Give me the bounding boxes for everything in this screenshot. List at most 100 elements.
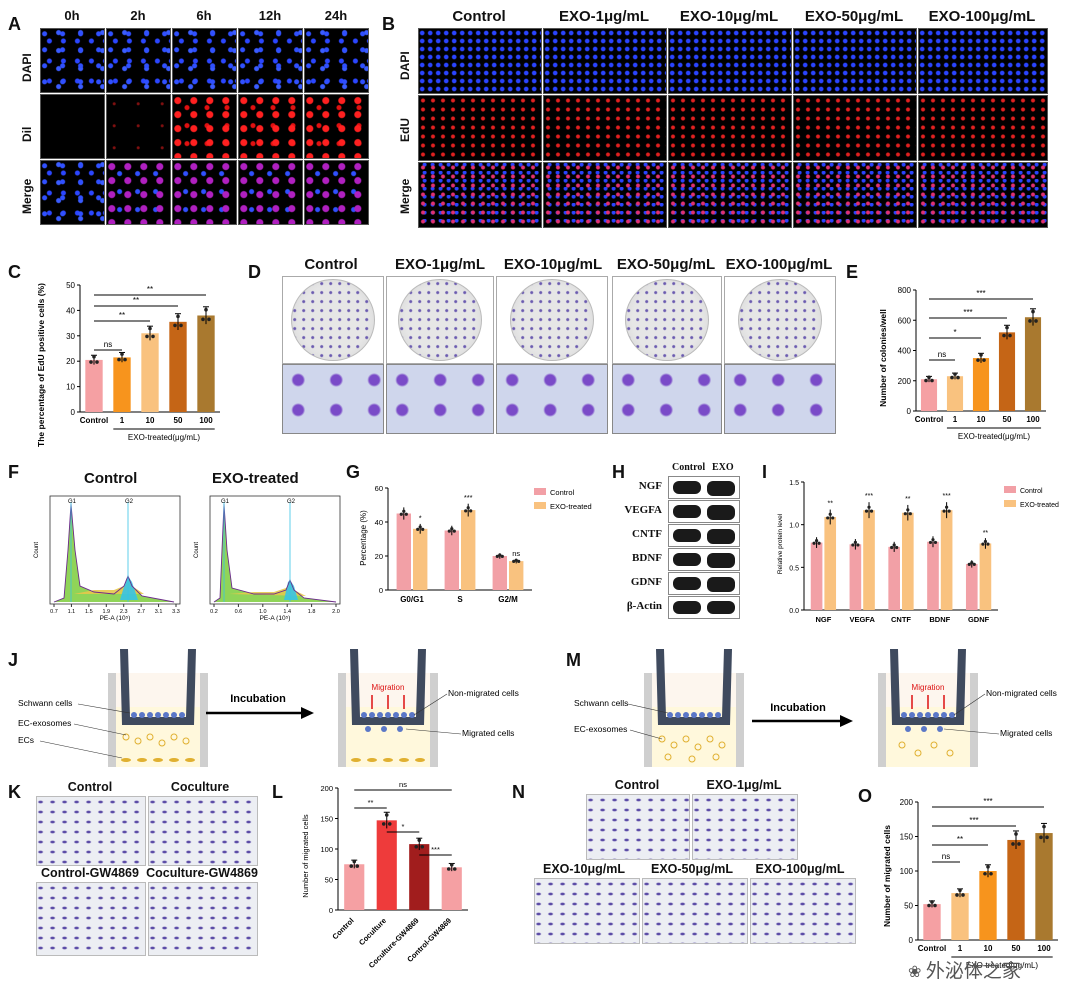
significance-label: ns <box>399 780 407 789</box>
micrograph <box>668 28 792 94</box>
data-point <box>355 864 360 868</box>
panel-label-b: B <box>382 14 395 34</box>
micrograph <box>304 28 369 93</box>
y-tick-label: 40 <box>66 306 75 315</box>
data-point <box>449 862 454 867</box>
bar <box>940 510 953 610</box>
data-point <box>933 903 937 908</box>
incubation-label: Incubation <box>770 702 826 714</box>
x-tick-label: G0/G1 <box>400 595 424 604</box>
legend-swatch <box>1004 486 1016 493</box>
bar <box>824 516 837 610</box>
micrograph <box>40 160 105 225</box>
bar <box>344 864 365 910</box>
data-point <box>1002 333 1006 338</box>
bar <box>998 332 1016 411</box>
panel-f-title-treated: EXO-treated <box>212 470 299 487</box>
x-tick-label: GDNF <box>968 615 990 624</box>
panel-k-label-control-gw4869: Control-GW4869 <box>41 866 139 880</box>
y-tick-label: 60 <box>375 484 383 493</box>
blot-strip <box>668 476 740 499</box>
data-point <box>173 323 177 328</box>
data-point <box>117 357 121 362</box>
data-point <box>1045 835 1049 840</box>
x-tick-label: 1.5 <box>85 609 93 615</box>
histogram-treated: G1 G2 Count PE-A (10⁵) 0.2 0.6 1.0 1.4 1.8 2.… <box>194 495 341 622</box>
transwell-image <box>642 878 748 944</box>
data-point <box>352 859 357 864</box>
significance-label: *** <box>963 308 972 317</box>
data-point <box>179 323 183 328</box>
micrograph <box>304 160 369 225</box>
data-point <box>828 512 832 516</box>
legend-label: Control <box>550 488 575 497</box>
panel-e-chart: Number of colonies/well 0 200 400 600 800 Con… <box>878 286 1046 441</box>
bar <box>923 904 941 940</box>
label-schwann-cells: Schwann cells <box>18 698 72 708</box>
x-tick-label: 0.7 <box>50 609 58 615</box>
data-point <box>500 554 504 558</box>
blot-band <box>707 481 735 496</box>
data-point <box>384 813 389 817</box>
incubation-label: Incubation <box>230 693 286 705</box>
data-point <box>981 542 985 546</box>
chart-c-ylabel: The percentage of EdU positive cells (%) <box>36 283 46 447</box>
data-point <box>404 512 408 516</box>
panel-j-schematic: Schwann cells EC-exosomes ECs Incubation… <box>18 649 519 767</box>
micrograph <box>543 95 667 161</box>
data-point <box>831 516 835 520</box>
micrograph <box>172 160 237 225</box>
peak-label-g1: G1 <box>68 499 77 505</box>
blot-label: β-Actin <box>626 600 662 612</box>
micrograph <box>918 28 1048 94</box>
x-tick-label: 1 <box>120 416 125 425</box>
data-point <box>452 529 456 533</box>
data-point <box>955 893 959 897</box>
panel-d-col-control: Control <box>304 256 358 273</box>
panel-c-chart: The percentage of EdU positive cells (%)… <box>36 281 220 447</box>
y-tick-label: 600 <box>898 316 912 325</box>
x-tick-label: 10 <box>146 416 155 425</box>
data-point <box>903 512 907 516</box>
panel-label-j: J <box>8 650 19 670</box>
data-point <box>201 317 205 322</box>
x-tick-label: 2.0 <box>332 609 340 615</box>
legend-swatch <box>534 488 546 495</box>
significance-label: ns <box>512 549 520 558</box>
colony-dish <box>724 276 836 364</box>
y-tick-label: 0 <box>907 407 912 416</box>
bar <box>141 333 159 412</box>
panel-label-h: H <box>612 462 625 482</box>
data-point <box>950 375 954 380</box>
significance-label: * <box>419 514 422 523</box>
panel-a-col-24h: 24h <box>324 8 348 23</box>
panel-a-row-dapi: DAPI <box>20 53 34 82</box>
significance-label: ** <box>133 296 139 305</box>
panel-label-f: F <box>8 462 19 482</box>
panel-k-label-coculture-gw4869: Coculture-GW4869 <box>146 866 258 880</box>
bar <box>409 844 430 910</box>
data-point <box>976 358 980 362</box>
colony-zoom <box>496 364 608 434</box>
x-tick-label: 100 <box>1037 944 1051 953</box>
x-tick-label: 1 <box>953 415 958 424</box>
panel-label-o: O <box>858 786 873 806</box>
micrograph <box>40 94 105 159</box>
panel-f-histograms: G1 G2 Count PE-A (10⁵) 0.7 1.1 1.5 1.9 2.3 2.… <box>34 495 341 622</box>
data-point <box>452 867 457 871</box>
blot-strip <box>668 596 740 619</box>
label-schwann-cells: Schwann cells <box>574 698 628 708</box>
data-point <box>970 560 974 565</box>
panel-b-col-control: Control <box>452 8 506 25</box>
bar <box>946 376 964 411</box>
y-tick-label: 50 <box>66 281 75 290</box>
data-point <box>450 527 454 531</box>
data-point <box>402 509 406 513</box>
histogram-ylabel: Count <box>34 542 40 558</box>
panel-n-label-exo1: EXO-1μg/mL <box>706 778 782 792</box>
y-tick-label: 1.0 <box>789 523 799 530</box>
significance-label: ** <box>905 496 911 503</box>
wechat-icon: ❀ <box>908 964 926 981</box>
x-tick-label: Coculture <box>357 916 388 947</box>
data-point <box>514 558 518 562</box>
